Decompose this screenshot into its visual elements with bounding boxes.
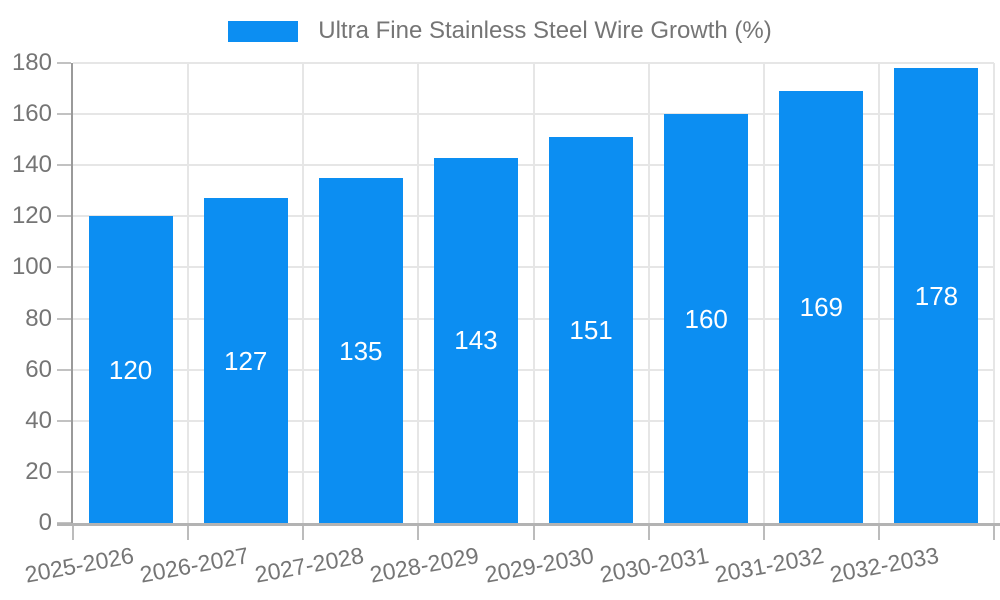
x-axis-tick [417,526,420,540]
x-axis-category-label: 2029-2030 [482,542,596,588]
x-axis-tick [72,526,74,540]
x-axis-tick [532,526,535,540]
x-axis-tick [762,526,765,540]
x-gridline [532,63,535,523]
bar-value-label: 178 [914,280,959,311]
x-axis-category-label: 2028-2029 [367,542,481,588]
legend-label: Ultra Fine Stainless Steel Wire Growth (… [318,17,772,44]
y-axis-tick-label: 120 [11,202,52,230]
x-gridline [417,63,420,523]
x-axis-line [57,523,1000,526]
bar: 151 [549,137,634,523]
bar-value-label: 135 [339,335,383,366]
bar-value-label: 120 [108,354,153,385]
bar: 127 [203,198,288,523]
y-axis-tick [57,368,71,371]
x-axis-category-label: 2026-2027 [137,542,251,588]
x-gridline [877,63,880,523]
y-axis-tick-label: 100 [11,253,52,281]
x-axis-tick [647,526,650,540]
bar: 160 [664,114,749,523]
y-axis-line [71,63,73,526]
y-axis-tick [57,113,71,116]
y-axis-tick-label: 80 [25,304,52,332]
bar: 120 [88,216,173,523]
y-axis-tick [57,62,71,64]
x-gridline [993,63,995,523]
bar-value-label: 127 [223,345,268,376]
x-gridline [762,63,765,523]
y-axis-tick [57,215,71,218]
x-axis-tick [993,526,995,540]
legend-swatch-icon [228,20,299,42]
bar: 135 [318,178,403,523]
x-axis-category-label: 2025-2026 [22,542,136,588]
y-axis-tick [57,317,71,320]
y-axis-tick-label: 180 [11,49,52,76]
bar-value-label: 151 [569,315,613,346]
bar-value-label: 143 [454,325,498,356]
bar: 178 [894,68,979,523]
x-axis-tick [187,526,190,540]
legend-item[interactable]: Ultra Fine Stainless Steel Wire Growth (… [228,17,772,45]
x-axis-tick [302,526,305,540]
x-axis-category-label: 2030-2031 [598,542,711,588]
y-axis-tick-label: 140 [11,151,52,179]
y-axis-tick-label: 40 [25,406,52,434]
y-axis-tick [57,419,71,422]
y-axis-tick [57,164,71,167]
y-axis-tick-label: 20 [25,457,52,485]
x-gridline [302,63,305,523]
x-axis-tick [877,526,880,540]
y-axis-tick-label: 0 [38,509,52,536]
y-axis-tick-label: 60 [25,355,52,383]
y-axis-tick-label: 160 [11,100,52,128]
x-gridline [187,63,190,523]
x-axis-category-label: 2027-2028 [252,542,366,588]
x-axis-category-label: 2032-2033 [828,542,942,588]
x-gridline [647,63,650,523]
y-axis-tick [57,266,71,269]
bar: 169 [779,91,864,523]
x-axis-category-label: 2031-2032 [713,542,827,588]
y-axis-tick [57,470,71,473]
bar-value-label: 160 [684,303,728,334]
bar-value-label: 169 [799,292,843,323]
bar: 143 [433,157,518,523]
legend: Ultra Fine Stainless Steel Wire Growth (… [0,17,1000,45]
